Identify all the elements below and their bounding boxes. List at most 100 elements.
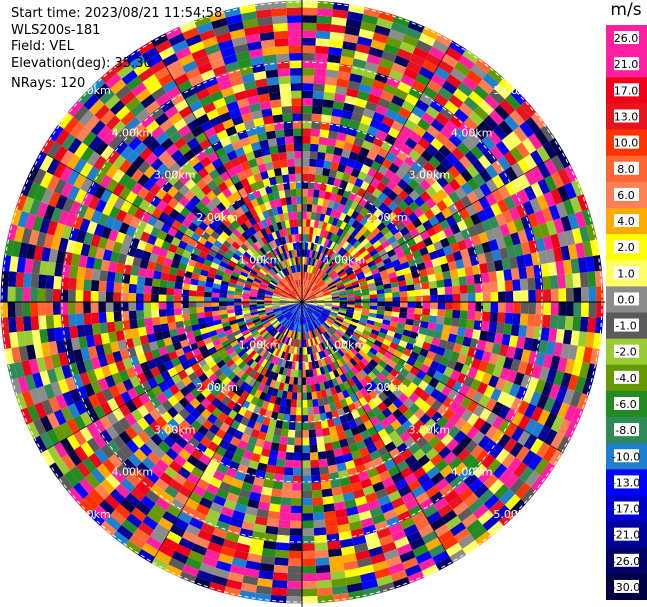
ppi-cell	[390, 21, 408, 35]
ppi-cell	[302, 296, 308, 302]
ppi-cell	[271, 248, 279, 257]
ppi-cell	[447, 260, 458, 271]
ppi-cell	[481, 219, 493, 232]
ppi-cell	[88, 99, 105, 116]
ppi-cell	[293, 143, 302, 152]
ppi-cell	[343, 263, 351, 271]
ppi-cell	[342, 251, 351, 260]
ppi-cell	[422, 308, 431, 316]
ppi-cell	[283, 251, 289, 260]
ppi-cell	[430, 204, 442, 216]
ppi-cell	[315, 30, 331, 40]
ppi-cell	[293, 289, 298, 296]
ppi-cell	[272, 295, 280, 299]
ppi-cell	[225, 125, 238, 137]
ppi-cell	[253, 278, 262, 284]
ppi-cell	[478, 154, 492, 169]
ppi-cell	[249, 291, 258, 295]
ppi-cell	[268, 283, 276, 289]
ppi-cell	[38, 274, 47, 289]
ppi-cell	[77, 88, 94, 105]
ppi-cell	[482, 282, 491, 293]
ppi-cell	[271, 207, 279, 216]
ppi-cell	[136, 128, 151, 142]
ppi-cell	[527, 212, 539, 228]
ppi-cell	[195, 178, 207, 190]
ppi-cell	[377, 297, 386, 302]
ppi-cell	[321, 221, 328, 231]
ppi-cell	[418, 66, 435, 80]
ppi-cell	[217, 265, 227, 273]
ppi-cell	[289, 282, 295, 290]
ppi-cell	[105, 311, 115, 323]
ppi-cell	[149, 60, 167, 75]
ppi-cell	[264, 185, 273, 195]
ppi-cell	[278, 190, 286, 199]
ppi-cell	[124, 164, 138, 178]
ppi-cell	[354, 298, 363, 302]
ppi-cell	[460, 168, 474, 183]
ppi-cell	[257, 238, 265, 248]
ppi-cell	[268, 259, 276, 267]
ppi-cell	[108, 261, 118, 273]
ppi-cell	[482, 292, 491, 302]
ppi-cell	[361, 13, 379, 25]
ppi-cell	[175, 246, 185, 257]
ppi-cell	[286, 0, 302, 8]
ppi-cell	[211, 206, 222, 217]
ppi-cell	[352, 264, 361, 272]
ppi-cell	[180, 161, 193, 173]
ppi-cell	[302, 256, 305, 265]
ppi-cell	[174, 314, 183, 323]
ppi-cell	[182, 276, 192, 285]
ppi-cell	[234, 294, 242, 299]
ppi-cell	[288, 250, 293, 259]
ppi-cell	[166, 294, 174, 302]
ppi-cell	[580, 302, 589, 318]
ppi-cell	[54, 222, 66, 238]
ppi-cell	[293, 219, 299, 227]
ppi-cell	[371, 188, 382, 199]
ppi-cell	[277, 262, 284, 271]
ppi-cell	[326, 457, 337, 467]
ppi-cell	[314, 235, 320, 244]
ppi-cell	[26, 344, 37, 361]
ppi-cell	[149, 106, 165, 121]
ppi-cell	[196, 21, 214, 35]
ppi-cell	[257, 212, 266, 222]
ppi-cell	[428, 315, 438, 324]
ppi-cell	[79, 110, 95, 127]
ppi-cell	[391, 95, 405, 107]
ppi-cell	[259, 31, 275, 42]
ppi-cell	[312, 285, 319, 292]
ppi-cell	[316, 579, 332, 589]
ppi-cell	[459, 284, 468, 294]
ppi-cell	[281, 291, 289, 296]
ppi-cell	[241, 73, 255, 84]
ppi-cell	[58, 237, 69, 252]
ppi-cell	[215, 32, 232, 44]
ppi-cell	[75, 290, 84, 302]
ppi-cell	[249, 182, 259, 192]
ppi-cell	[231, 219, 241, 230]
ppi-cell	[345, 288, 354, 293]
ppi-cell	[143, 309, 152, 319]
ppi-cell	[143, 293, 152, 302]
ppi-cell	[270, 152, 280, 162]
ppi-cell	[279, 296, 288, 299]
ppi-cell	[510, 324, 520, 337]
ppi-cell	[546, 220, 558, 236]
ppi-cell	[282, 289, 290, 295]
ppi-cell	[406, 167, 419, 179]
ppi-cell	[55, 339, 66, 354]
ppi-cell	[24, 213, 37, 230]
ppi-cell	[260, 281, 269, 287]
ppi-cell	[452, 293, 461, 302]
ppi-cell	[396, 48, 413, 61]
ppi-cell	[46, 328, 56, 343]
ppi-cell	[458, 102, 474, 117]
ppi-cell	[53, 314, 62, 329]
ppi-cell	[181, 302, 189, 309]
ppi-cell	[274, 230, 282, 239]
ppi-cell	[73, 104, 89, 122]
